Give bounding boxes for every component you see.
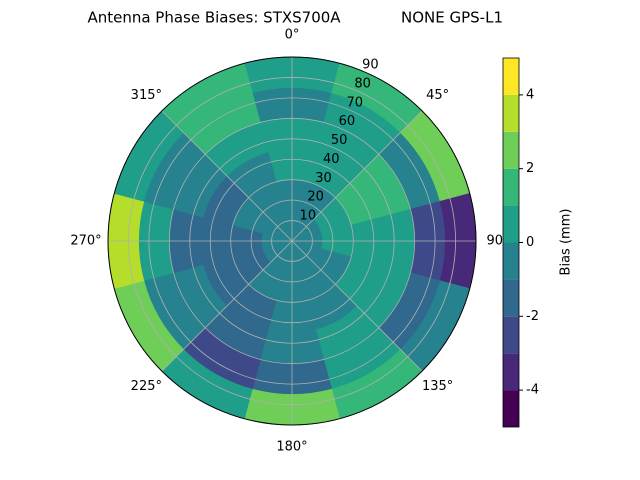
colorbar-tick-label: 0	[526, 235, 534, 250]
chart-title: Antenna Phase Biases: STXS700A	[87, 9, 341, 27]
chart-subtitle: NONE GPS-L1	[401, 9, 503, 27]
colorbar-tick-label: 2	[526, 161, 534, 176]
colorbar-band	[503, 242, 519, 280]
theta-tick-label: 135°	[422, 379, 453, 394]
r-tick-label: 80	[354, 76, 371, 91]
r-tick-label: 90	[362, 58, 379, 73]
grid-spoke	[161, 240, 293, 372]
r-tick-label: 30	[315, 171, 332, 186]
r-tick-label: 60	[339, 114, 356, 129]
colorbar-band	[503, 316, 519, 354]
colorbar-label: Bias (mm)	[559, 209, 574, 276]
colorbar-band	[503, 390, 519, 427]
theta-tick-label: 45°	[426, 88, 449, 103]
polar-frame	[107, 56, 477, 426]
colorbar-band	[503, 131, 519, 169]
colorbar-tick-label: 4	[526, 87, 534, 102]
colorbar-band	[503, 58, 519, 95]
grid-spoke	[161, 110, 293, 242]
r-tick-label: 50	[331, 133, 348, 148]
theta-tick-label: 315°	[131, 88, 162, 103]
colorbar-band	[503, 168, 519, 206]
theta-tick-label: 225°	[131, 379, 162, 394]
grid-spoke	[291, 240, 423, 372]
colorbar-band	[503, 353, 519, 391]
colorbar-band	[503, 279, 519, 317]
colorbar-band	[503, 94, 519, 132]
r-tick-label: 40	[323, 152, 340, 167]
colorbar-tick-label: -2	[526, 309, 539, 324]
colorbar-tick-label: -4	[526, 383, 539, 398]
r-tick-label: 70	[346, 95, 363, 110]
r-tick-label: 20	[307, 190, 324, 205]
grid-spoke	[291, 110, 423, 242]
theta-tick-label: 270°	[70, 234, 101, 249]
colorbar-band	[503, 205, 519, 243]
theta-tick-label: 180°	[276, 440, 307, 455]
theta-tick-label: 0°	[285, 28, 300, 43]
r-tick-label: 10	[300, 209, 317, 224]
